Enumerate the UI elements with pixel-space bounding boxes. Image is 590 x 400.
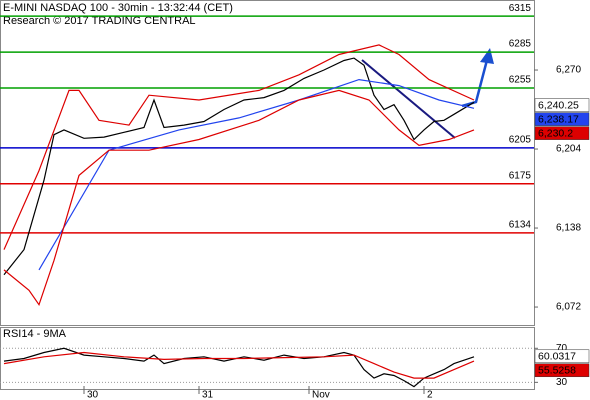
- price-box: [534, 126, 590, 140]
- price-box: [534, 349, 590, 364]
- price-box-label: 60.0317: [538, 351, 576, 363]
- level-label: 6285: [509, 39, 532, 50]
- x-tick-label: 2: [427, 390, 433, 400]
- price-box: [534, 112, 590, 126]
- rsi-panel: [0, 327, 535, 390]
- price-box-label: 55.5258: [538, 365, 576, 377]
- level-label: 6205: [509, 134, 532, 145]
- series-line: [3, 89, 475, 307]
- series-line: [38, 78, 475, 271]
- arrow-head: [480, 48, 494, 64]
- series-line: [3, 351, 475, 379]
- y-tick-label: 70: [556, 343, 568, 354]
- chart-title: E-MINI NASDAQ 100 - 30min - 13:32:44 (CE…: [3, 2, 233, 14]
- chart-subtitle: Research © 2017 TRADING CENTRAL: [3, 15, 196, 27]
- price-box-label: 6,240.25: [538, 99, 579, 111]
- price-box: [534, 363, 590, 378]
- x-tick-label: 30: [87, 390, 99, 400]
- y-tick-label: 6,270: [556, 65, 581, 76]
- trend-line: [361, 59, 456, 139]
- y-tick-label: 6,204: [556, 144, 581, 155]
- level-label: 6315: [509, 3, 532, 14]
- price-box: [534, 98, 590, 112]
- rsi-title: RSI14 - 9MA: [3, 328, 67, 340]
- price-panel: [0, 0, 535, 326]
- y-tick-label: 6,072: [556, 302, 581, 313]
- x-tick-label: 31: [202, 390, 214, 400]
- y-tick-label: 6,138: [556, 223, 581, 234]
- price-box-label: 6,238.17: [538, 113, 579, 125]
- x-tick-label: Nov: [312, 390, 330, 400]
- price-box-label: 6,230.2: [538, 127, 573, 139]
- y-tick-label: 30: [556, 377, 568, 388]
- level-label: 6134: [509, 219, 532, 230]
- forecast-arrow: [461, 59, 489, 108]
- level-label: 6255: [509, 75, 532, 86]
- level-label: 6175: [509, 170, 532, 181]
- series-line: [3, 44, 475, 250]
- series-line: [3, 57, 475, 276]
